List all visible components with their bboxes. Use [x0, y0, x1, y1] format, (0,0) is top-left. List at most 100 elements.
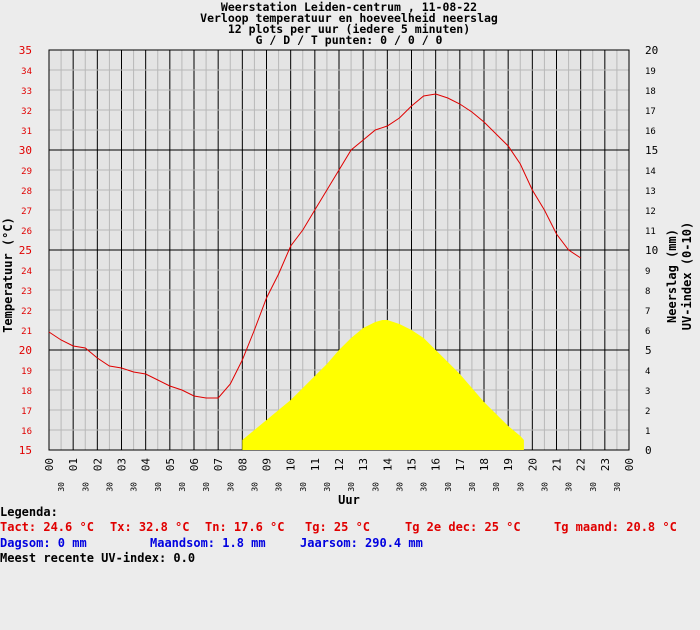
legend-row-rain: Dagsom: 0 mm Maandsom: 1.8 mm Jaarsom: 2…	[0, 536, 700, 552]
x-hour-tick-label: 00	[43, 458, 56, 471]
x-half-hour-tick-label: 30	[202, 482, 211, 492]
y-left-tick-label: 21	[21, 327, 32, 337]
y-right-tick-label: 11	[645, 227, 656, 237]
x-hour-tick-label: 07	[212, 458, 225, 471]
legend-dagsom: Dagsom: 0 mm	[0, 536, 87, 550]
legend-uv-recent: Meest recente UV-index: 0.0	[0, 551, 196, 565]
x-half-hour-tick-label: 30	[299, 482, 308, 492]
x-hour-tick-label: 06	[188, 458, 201, 471]
y-right-tick-label: 0	[645, 444, 652, 457]
y-right-tick-label: 19	[645, 67, 656, 77]
y-right-tick-label: 8	[645, 287, 650, 297]
y-left-tick-label: 27	[21, 207, 32, 217]
legend-tn: Tn: 17.6 °C	[205, 520, 285, 534]
x-axis-ticks: 0030013002300330043005300630073008300930…	[43, 458, 636, 492]
y-left-tick-label: 35	[19, 44, 32, 57]
y-right-tick-label: 15	[645, 144, 658, 157]
x-half-hour-tick-label: 30	[323, 482, 332, 492]
x-hour-tick-label: 13	[357, 458, 370, 471]
x-half-hour-tick-label: 30	[589, 482, 598, 492]
x-hour-tick-label: 20	[526, 458, 539, 471]
y-left-tick-label: 28	[21, 187, 32, 197]
y-left-tick-label: 17	[21, 407, 32, 417]
left-axis-ticks: 15 16 17 18 19 20 21 22 23 24 25 26 27 28 29 30 31 32 33 34…	[19, 44, 32, 457]
x-half-hour-tick-label: 30	[275, 482, 284, 492]
x-half-hour-tick-label: 30	[565, 482, 574, 492]
x-hour-tick-label: 15	[406, 458, 419, 471]
uv-index-area	[242, 320, 524, 450]
y-right-tick-label: 17	[645, 107, 656, 117]
y-right-tick-label: 13	[645, 187, 656, 197]
x-hour-tick-label: 10	[285, 458, 298, 471]
legend-tg-2e-dec: Tg 2e dec: 25 °C	[405, 520, 521, 534]
y-axis-label-right-rain: Neerslag (mm)	[665, 229, 679, 323]
y-left-tick-label: 20	[19, 344, 32, 357]
y-left-tick-label: 15	[19, 444, 32, 457]
weather-chart: Weerstation Leiden-centrum , 11-08-22 Ve…	[1, 0, 694, 505]
x-hour-tick-label: 17	[454, 458, 467, 471]
x-hour-tick-label: 16	[430, 458, 443, 471]
y-right-tick-label: 1	[645, 427, 650, 437]
x-hour-tick-label: 01	[67, 458, 80, 471]
x-half-hour-tick-label: 30	[420, 482, 429, 492]
header-line-4: G / D / T punten: 0 / 0 / 0	[256, 33, 443, 47]
x-axis-label: Uur	[338, 493, 360, 505]
y-right-tick-label: 20	[645, 44, 658, 57]
y-right-tick-label: 5	[645, 344, 652, 357]
y-right-tick-label: 14	[645, 167, 656, 177]
y-left-tick-label: 19	[21, 367, 32, 377]
y-left-tick-label: 33	[21, 87, 32, 97]
x-half-hour-tick-label: 30	[444, 482, 453, 492]
y-left-tick-label: 30	[19, 144, 32, 157]
legend-tact: Tact: 24.6 °C	[0, 520, 94, 534]
legend-tg: Tg: 25 °C	[305, 520, 371, 534]
y-left-tick-label: 23	[21, 287, 32, 297]
y-right-tick-label: 16	[645, 127, 656, 137]
x-hour-tick-label: 04	[140, 458, 153, 472]
x-half-hour-tick-label: 30	[613, 482, 622, 492]
x-hour-tick-label: 21	[551, 458, 564, 471]
x-hour-tick-label: 08	[236, 458, 249, 471]
x-hour-tick-label: 12	[333, 458, 346, 471]
y-left-tick-label: 26	[21, 227, 32, 237]
x-half-hour-tick-label: 30	[81, 482, 90, 492]
y-right-tick-label: 4	[645, 367, 650, 377]
y-left-tick-label: 24	[21, 267, 32, 277]
y-right-tick-label: 7	[645, 307, 650, 317]
x-hour-tick-label: 03	[116, 458, 129, 471]
y-left-tick-label: 18	[21, 387, 32, 397]
x-half-hour-tick-label: 30	[395, 482, 404, 492]
x-half-hour-tick-label: 30	[250, 482, 259, 492]
legend-tg-maand: Tg maand: 20.8 °C	[554, 520, 677, 534]
header-line-3: 12 plots per uur (iedere 5 minuten)	[228, 22, 470, 36]
x-hour-tick-label: 09	[261, 458, 274, 471]
y-right-tick-label: 10	[645, 244, 658, 257]
y-left-tick-label: 31	[21, 127, 32, 137]
x-half-hour-tick-label: 30	[226, 482, 235, 492]
x-hour-tick-label: 23	[599, 458, 612, 471]
x-half-hour-tick-label: 30	[154, 482, 163, 492]
legend-maandsom: Maandsom: 1.8 mm	[150, 536, 266, 550]
y-left-tick-label: 32	[21, 107, 32, 117]
x-half-hour-tick-label: 30	[178, 482, 187, 492]
y-right-tick-label: 9	[645, 267, 650, 277]
header-line-1: Weerstation Leiden-centrum , 11-08-22	[221, 0, 477, 14]
x-hour-tick-label: 18	[478, 458, 491, 471]
y-axis-label-left: Temperatuur (°C)	[1, 217, 15, 333]
x-hour-tick-label: 19	[502, 458, 515, 471]
x-hour-tick-label: 02	[91, 458, 104, 471]
x-half-hour-tick-label: 30	[371, 482, 380, 492]
y-right-tick-label: 12	[645, 207, 656, 217]
y-axis-label-right-uv: UV-index (0-10)	[680, 222, 694, 330]
x-half-hour-tick-label: 30	[492, 482, 501, 492]
x-half-hour-tick-label: 30	[105, 482, 114, 492]
x-half-hour-tick-label: 30	[468, 482, 477, 492]
y-right-tick-label: 2	[645, 407, 650, 417]
y-left-tick-label: 25	[19, 244, 32, 257]
y-right-tick-label: 6	[645, 327, 650, 337]
legend-title: Legenda:	[0, 505, 58, 519]
temperature-layer	[48, 93, 581, 399]
x-half-hour-tick-label: 30	[57, 482, 66, 492]
legend-tx: Tx: 32.8 °C	[110, 520, 190, 534]
